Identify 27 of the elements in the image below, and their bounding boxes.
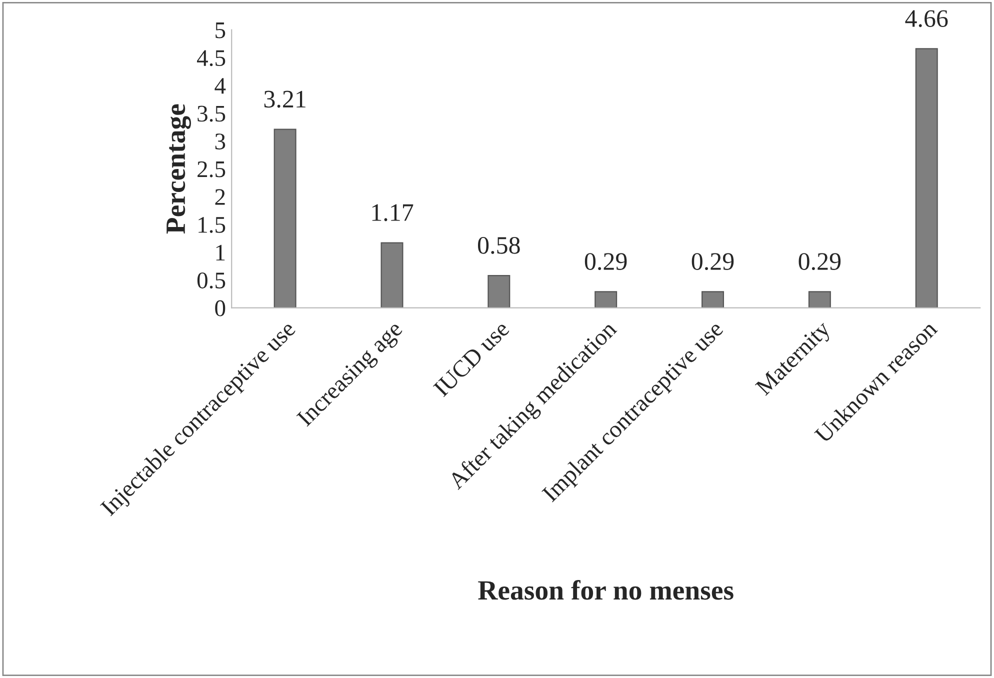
data-label: 0.29 — [692, 253, 734, 270]
y-tick-label: 2 — [215, 189, 225, 205]
y-tick-label: 0.5 — [197, 272, 226, 289]
y-tick-label: 5 — [216, 22, 226, 38]
bar — [915, 48, 938, 308]
bar — [274, 128, 296, 308]
y-tick-label: 1 — [216, 244, 225, 260]
data-label: 0.29 — [798, 253, 841, 270]
x-axis-title: Reason for no menses — [478, 580, 734, 600]
y-tick-label: 0 — [215, 300, 226, 316]
y-tick-label: 2.5 — [198, 161, 226, 178]
bar — [594, 291, 618, 308]
y-tick-label: 4.5 — [196, 50, 226, 66]
bar — [808, 291, 831, 308]
y-axis-title: Percentage — [166, 104, 191, 234]
y-tick-label: 4 — [214, 78, 226, 94]
data-label: 1.17 — [372, 204, 414, 222]
data-label: 0.58 — [478, 236, 520, 254]
y-tick-label: 1.5 — [198, 217, 226, 233]
y-tick-label: 3.5 — [198, 106, 226, 122]
bar — [702, 291, 724, 308]
bar — [488, 275, 510, 308]
data-label: 0.29 — [584, 253, 627, 270]
y-tick-label: 3 — [215, 134, 226, 150]
data-label: 4.66 — [905, 10, 948, 28]
bar — [380, 242, 404, 308]
data-label: 3.21 — [264, 90, 306, 108]
